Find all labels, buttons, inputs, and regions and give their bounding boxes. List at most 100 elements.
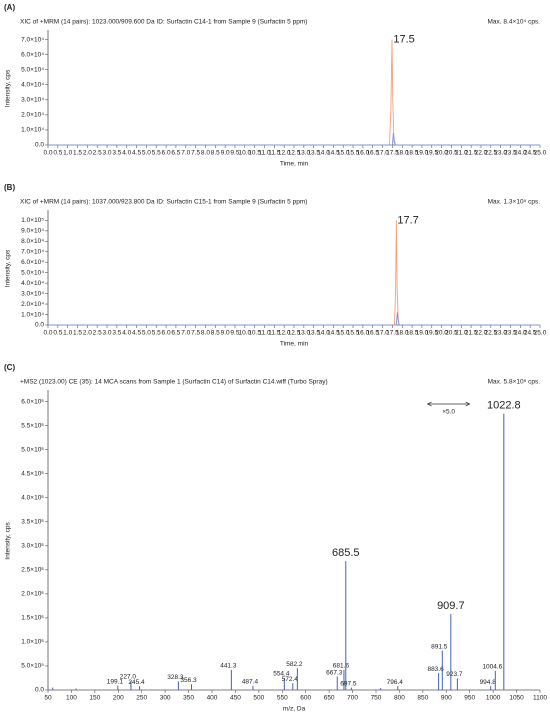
- peak-label: 697.5: [340, 680, 357, 687]
- x-tick-label: 12.0: [278, 150, 291, 157]
- x-tick-label: 3.5: [112, 150, 121, 157]
- x-tick-label: 23.0: [494, 330, 507, 337]
- x-tick-label: 1100: [533, 695, 547, 702]
- x-tick-label: 15.0: [337, 150, 350, 157]
- y-tick-label: 1.0×10⁴: [21, 311, 44, 318]
- x-tick-label: 16.5: [366, 330, 379, 337]
- x-tick-label: 11.0: [258, 150, 271, 157]
- x-tick-label: 850: [417, 695, 428, 702]
- y-tick-label: 1.5×10⁶: [21, 615, 44, 622]
- x-tick-label: 24.0: [514, 150, 527, 157]
- x-tick-label: 21.5: [465, 150, 478, 157]
- peak-label: 582.2: [286, 661, 303, 668]
- x-tick-label: 13.0: [298, 330, 311, 337]
- peak-label: 245.4: [128, 679, 145, 686]
- x-tick-label: 3.5: [112, 330, 121, 337]
- x-tick-label: 0.0: [43, 330, 52, 337]
- max-label: Max. 8.4×10⁴ cps.: [488, 19, 541, 26]
- x-tick-label: 2.5: [93, 150, 102, 157]
- x-tick-label: 2.0: [83, 330, 92, 337]
- y-tick-label: 7.0×10⁴: [21, 36, 44, 43]
- trace: [48, 312, 540, 326]
- x-tick-label: 650: [324, 695, 335, 702]
- y-tick-label: 2.0×10⁴: [21, 112, 44, 119]
- x-tick-label: 150: [89, 695, 100, 702]
- x-tick-label: 450: [230, 695, 241, 702]
- x-tick-label: 13.5: [307, 150, 320, 157]
- y-tick-label: 2.0×10⁴: [21, 301, 44, 308]
- peak-label: 667.3: [326, 669, 343, 676]
- x-tick-label: 8.0: [201, 150, 210, 157]
- x-tick-label: 11.0: [258, 330, 271, 337]
- x-tick-label: 800: [394, 695, 405, 702]
- x-tick-label: 20.5: [445, 330, 458, 337]
- x-tick-label: 22.5: [484, 330, 497, 337]
- x-tick-label: 2.0: [83, 150, 92, 157]
- peak-label: 17.7: [397, 214, 418, 226]
- x-tick-label: 1.0: [63, 150, 72, 157]
- y-tick-label: 5.0×10⁵: [21, 663, 44, 670]
- x-tick-label: 18.5: [406, 330, 419, 337]
- x-tick-label: 15.5: [347, 150, 360, 157]
- x-tick-label: 4.0: [122, 150, 131, 157]
- y-tick-label: 4.0×10⁴: [21, 81, 44, 88]
- x-tick-label: 14.0: [317, 150, 330, 157]
- chart-title: +MS2 (1023.00) CE (35): 14 MCA scans fro…: [20, 379, 328, 386]
- y-tick-label: 4.0×10⁶: [21, 494, 44, 501]
- y-tick-label: 4.5×10⁶: [21, 470, 44, 477]
- y-tick-label: 9.0×10⁴: [21, 228, 44, 235]
- x-tick-label: 21.5: [465, 330, 478, 337]
- x-tick-label: 20.0: [435, 330, 448, 337]
- x-tick-label: 9.0: [221, 330, 230, 337]
- x-tick-label: 21.0: [455, 330, 468, 337]
- y-tick-label: 8.0×10⁴: [21, 238, 44, 245]
- x-tick-label: 23.0: [494, 150, 507, 157]
- x-tick-label: 24.5: [524, 330, 537, 337]
- panel-label: (B): [4, 183, 15, 192]
- x-tick-label: 22.5: [484, 150, 497, 157]
- x-tick-label: 1.0: [63, 330, 72, 337]
- x-tick-label: 300: [160, 695, 171, 702]
- y-tick-label: 6.0×10⁶: [21, 398, 44, 405]
- x-tick-label: 23.5: [504, 330, 517, 337]
- max-label: Max. 1.3×10⁵ cps.: [488, 199, 541, 206]
- peak-label: 356.3: [180, 677, 197, 684]
- x-tick-label: 250: [136, 695, 147, 702]
- x-tick-label: 17.5: [386, 150, 399, 157]
- x-tick-label: 10.5: [248, 330, 261, 337]
- x-tick-label: 15.5: [347, 330, 360, 337]
- y-tick-label: 3.0×10⁴: [21, 97, 44, 104]
- y-axis-label: Intensity, cps: [5, 249, 12, 287]
- x-tick-label: 6.5: [171, 150, 180, 157]
- x-tick-label: 21.0: [455, 150, 468, 157]
- x-tick-label: 11.5: [268, 150, 281, 157]
- x-tick-label: 18.0: [396, 330, 409, 337]
- x-tick-label: 7.5: [191, 150, 200, 157]
- peak-label: 909.7: [437, 600, 465, 612]
- x-tick-label: 11.5: [268, 330, 281, 337]
- peak-label: 487.4: [242, 678, 259, 685]
- x-tick-label: 5.5: [152, 330, 161, 337]
- x-tick-label: 4.5: [132, 150, 141, 157]
- x-tick-label: 14.0: [317, 330, 330, 337]
- y-tick-label: 5.0×10⁶: [21, 446, 44, 453]
- x-tick-label: 13.5: [307, 330, 320, 337]
- x-tick-label: 350: [183, 695, 194, 702]
- trace: [48, 39, 540, 146]
- y-axis-label: Intensity, cps: [5, 69, 12, 107]
- y-tick-label: 2.0×10⁶: [21, 591, 44, 598]
- peak-label: 554.4: [273, 671, 290, 678]
- x-tick-label: 100: [66, 695, 77, 702]
- trace: [48, 132, 540, 146]
- x-tick-label: 9.5: [230, 330, 239, 337]
- x-tick-label: 2.5: [93, 330, 102, 337]
- x-tick-label: 23.5: [504, 150, 517, 157]
- y-tick-label: 5.0×10⁴: [21, 66, 44, 73]
- peak-label: 441.3: [220, 663, 237, 670]
- x-tick-label: 18.0: [396, 150, 409, 157]
- x-tick-label: 7.0: [181, 330, 190, 337]
- x-tick-label: 20.5: [445, 150, 458, 157]
- x-tick-label: 1.5: [73, 330, 82, 337]
